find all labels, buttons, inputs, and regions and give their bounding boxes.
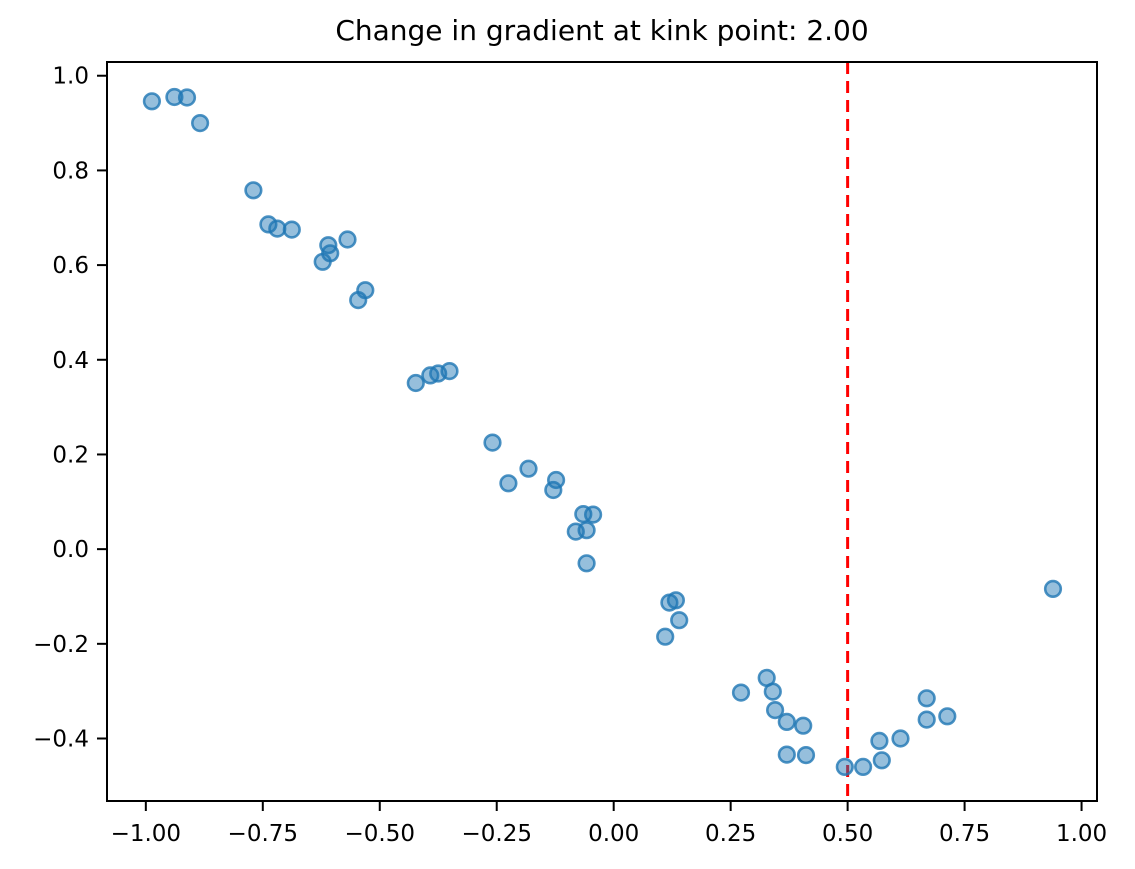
scatter-point <box>406 373 425 393</box>
y-tick-label: −0.4 <box>33 727 89 753</box>
x-tick-label: −0.25 <box>461 821 531 847</box>
scatter-point <box>583 505 603 524</box>
scatter-point <box>917 689 936 708</box>
scatter-point <box>731 683 751 702</box>
scatter-point <box>917 710 936 729</box>
x-tick-label: 0.75 <box>939 821 990 847</box>
scatter-point <box>142 92 161 111</box>
scatter-point <box>891 729 910 748</box>
scatter-point <box>577 554 596 573</box>
scatter-point <box>670 611 689 630</box>
x-tick-label: −0.50 <box>345 821 415 847</box>
y-tick-label: −0.2 <box>33 632 89 658</box>
scatter-point <box>796 745 816 765</box>
scatter-point <box>519 459 538 478</box>
scatter-point <box>794 716 813 735</box>
scatter-point <box>165 87 184 107</box>
scatter-point <box>546 470 566 490</box>
scatter-point <box>499 474 518 493</box>
y-tick-label: 1.0 <box>52 64 89 90</box>
scatter-point <box>282 220 301 239</box>
x-tick-label: 1.00 <box>1056 821 1107 847</box>
scatter-point <box>763 682 782 701</box>
scatter-point <box>853 757 873 777</box>
x-tick-label: 0.25 <box>705 821 756 847</box>
scatter-point <box>338 230 357 249</box>
y-tick-label: 0.4 <box>52 348 89 374</box>
scatter-point <box>440 362 459 381</box>
y-tick-label: 0.8 <box>52 158 89 184</box>
x-tick-label: −0.75 <box>228 821 298 847</box>
scatter-point <box>666 591 686 610</box>
scatter-point <box>765 700 785 720</box>
scatter-point <box>577 521 596 540</box>
chart-title: Change in gradient at kink point: 2.00 <box>335 14 869 47</box>
scatter-point <box>835 757 854 777</box>
x-tick-label: 0.50 <box>822 821 873 847</box>
scatter-point <box>777 745 796 764</box>
x-tick-label: −1.00 <box>111 821 181 847</box>
x-tick-label: 0.00 <box>588 821 639 847</box>
scatter-point <box>777 712 796 732</box>
scatter-point <box>656 627 675 646</box>
scatter-point <box>321 244 340 263</box>
plot-spines <box>106 61 1098 802</box>
scatter-point <box>244 181 263 200</box>
scatter-point <box>870 731 889 751</box>
y-tick-label: 0.6 <box>52 253 89 279</box>
scatter-point <box>356 281 375 300</box>
scatter-point <box>938 707 957 726</box>
scatter-point <box>177 88 197 107</box>
scatter-point <box>872 751 891 770</box>
y-tick-label: 0.0 <box>52 537 89 563</box>
y-tick-label: 0.2 <box>52 442 89 468</box>
scatter-point <box>191 113 210 133</box>
scatter-point <box>483 433 502 452</box>
scatter-point <box>259 215 278 234</box>
scatter-point <box>1043 579 1063 599</box>
